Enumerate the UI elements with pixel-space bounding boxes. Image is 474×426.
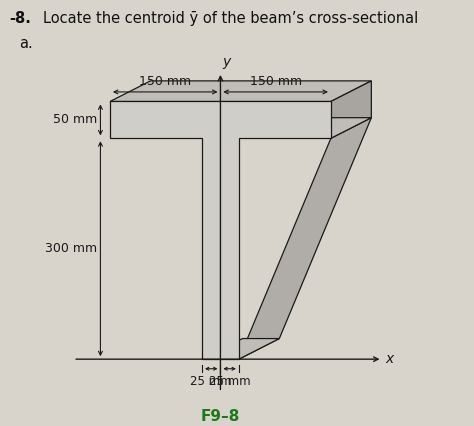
Text: y: y [222,55,230,69]
Text: 25 mm: 25 mm [190,375,232,389]
Text: 300 mm: 300 mm [46,242,98,255]
Text: 25 mm: 25 mm [209,375,251,389]
Text: 150 mm: 150 mm [139,75,191,87]
Polygon shape [239,118,371,359]
Text: x: x [385,352,393,366]
Text: 150 mm: 150 mm [250,75,302,87]
Text: F9–8: F9–8 [201,409,240,424]
Polygon shape [110,101,331,359]
Polygon shape [239,118,371,138]
Text: 50 mm: 50 mm [53,113,98,127]
Text: a.: a. [19,36,33,51]
Polygon shape [202,339,279,359]
Text: Locate the centroid ȳ of the beam’s cross-sectional: Locate the centroid ȳ of the beam’s cros… [43,11,418,26]
Polygon shape [110,81,371,101]
Text: -8.: -8. [9,11,31,26]
Polygon shape [331,81,371,138]
